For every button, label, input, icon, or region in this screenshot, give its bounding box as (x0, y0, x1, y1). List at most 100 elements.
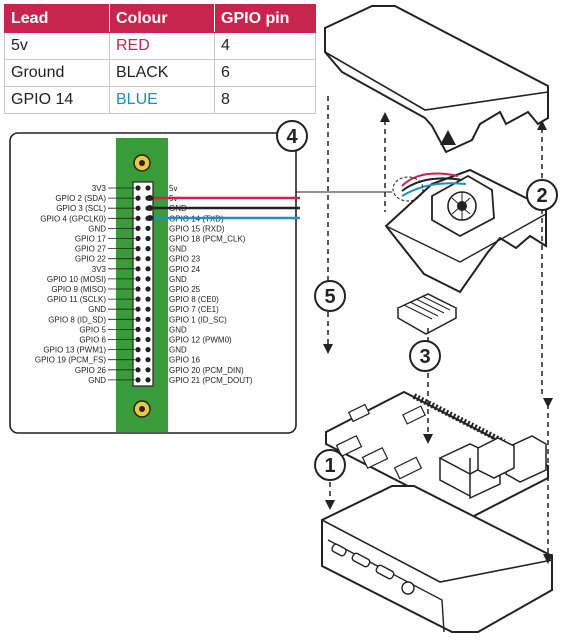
pin-label-right: 5v (169, 184, 177, 193)
gpio-pin-right (145, 185, 151, 191)
gpio-pin-right (145, 246, 151, 252)
gpio-pin-left (135, 215, 141, 221)
pin-label-right: GPIO 12 (PWM0) (169, 336, 232, 345)
raspberry-pi-board (325, 390, 549, 520)
gpio-pin-right (145, 316, 151, 322)
step-5-label: 5 (324, 286, 335, 308)
mounting-hole-bottom-center (139, 406, 145, 412)
step-2-marker: 2 (526, 179, 558, 211)
gpio-pin-left (135, 235, 141, 242)
gpio-pin-left (135, 246, 141, 252)
gpio-pin-left (135, 296, 141, 302)
gpio-pin-right (145, 326, 151, 332)
pin-label-left: GPIO 26 (75, 366, 107, 375)
pin-label-right: GPIO 16 (169, 356, 201, 365)
wire-pin-6 (147, 205, 153, 211)
colour-cell-red: RED (109, 32, 215, 60)
lead-cell: 5v (4, 32, 110, 60)
gpio-pin-left (135, 266, 141, 272)
step-5-marker: 5 (314, 280, 346, 312)
gpio-pin-left (135, 195, 141, 201)
wire-pin-8 (147, 215, 153, 221)
gpio-pin-right (145, 306, 151, 312)
pin-cell: 6 (214, 59, 316, 87)
pin-label-right: GPIO 1 (ID_SC) (169, 315, 227, 324)
step-4-label: 4 (286, 126, 298, 148)
case-lid (324, 5, 549, 154)
gpio-pin-right (145, 357, 151, 363)
pin-label-right: GPIO 24 (169, 265, 201, 274)
gpio-pin-left (135, 256, 141, 262)
gpio-pin-left (135, 225, 141, 231)
heat-sink (396, 293, 458, 335)
step-2-label: 2 (536, 185, 547, 207)
table-header-row: Lead Colour GPIO pin (4, 4, 316, 33)
pin-label-right: GPIO 15 (RXD) (169, 224, 225, 233)
gpio-pins (135, 185, 151, 383)
pin-label-left: GPIO 4 (GPCLK0) (40, 214, 106, 223)
pin-label-left: GND (88, 224, 106, 233)
pin-label-left: GND (88, 376, 106, 385)
gpio-pin-left (135, 326, 141, 332)
pin-label-left: GPIO 27 (75, 245, 107, 254)
gpio-pin-right (145, 367, 151, 373)
colour-cell-blue: BLUE (109, 86, 215, 114)
step-3-label: 3 (419, 346, 430, 368)
gpio-pin-right (145, 266, 151, 272)
pin-label-left: GPIO 6 (79, 336, 106, 345)
pin-label-left: GND (88, 305, 106, 314)
table-row: GPIO 14 BLUE 8 (4, 86, 316, 114)
pin-label-left: GPIO 2 (SDA) (55, 194, 106, 203)
pin-cell: 4 (214, 32, 316, 60)
arrow-heads (323, 112, 553, 564)
lead-cell: Ground (4, 59, 110, 87)
gpio-pin-left (135, 316, 141, 322)
gpio-pin-left (135, 367, 141, 373)
pin-label-left: 3V3 (92, 265, 107, 274)
pin-label-left: GPIO 8 (ID_SD) (48, 315, 106, 324)
gpio-pin-left (135, 276, 141, 282)
table-row: 5v RED 4 (4, 32, 316, 60)
pin-cell: 8 (214, 86, 316, 114)
gpio-pin-left (135, 185, 141, 191)
gpio-pin-right (145, 286, 151, 292)
pin-label-left: GPIO 11 (SCLK) (47, 295, 106, 304)
gpio-pin-left (135, 336, 141, 343)
pin-label-left: GPIO 19 (PCM_FS) (35, 356, 106, 365)
step-markers: 1 2 3 4 5 (276, 120, 558, 481)
pin-label-right: GND (169, 245, 187, 254)
pin-label-left: 3V3 (92, 184, 107, 193)
pin-label-left: GPIO 17 (75, 235, 107, 244)
wire-pin-4 (147, 195, 153, 201)
pin-label-right: GPIO 21 (PCM_DOUT) (169, 376, 253, 385)
mounting-hole-top-center (139, 160, 145, 166)
pin-label-right: GND (169, 325, 187, 334)
step-1-marker: 1 (314, 449, 346, 481)
pin-label-right: GND (169, 346, 187, 355)
pin-label-left: GPIO 22 (75, 255, 107, 264)
gpio-pin-left (135, 347, 141, 353)
gpio-pin-right (145, 235, 151, 242)
pin-label-left: GPIO 13 (PWM1) (43, 346, 106, 355)
gpio-header (132, 181, 154, 387)
pin-label-left: GPIO 3 (SCL) (56, 204, 106, 213)
lead-cell: GPIO 14 (4, 86, 110, 114)
gpio-pin-right (145, 256, 151, 262)
gpio-pin-right (145, 276, 151, 282)
case-base (321, 485, 553, 633)
step-1-label: 1 (324, 455, 335, 477)
gpio-pin-left (135, 357, 141, 363)
step-3-marker: 3 (409, 340, 441, 372)
gpio-pin-right (145, 336, 151, 343)
pin-label-right: GPIO 20 (PCM_DIN) (169, 366, 244, 375)
gpio-lead-table: Lead Colour GPIO pin 5v RED 4 Ground BLA… (4, 4, 316, 114)
pin-label-right: GPIO 8 (CE0) (169, 295, 219, 304)
gpio-pin-left (135, 286, 141, 292)
gpio-pin-right (145, 225, 151, 231)
pin-label-right: GPIO 25 (169, 285, 201, 294)
step-4-marker: 4 (276, 120, 308, 152)
gpio-pin-right (145, 377, 151, 383)
